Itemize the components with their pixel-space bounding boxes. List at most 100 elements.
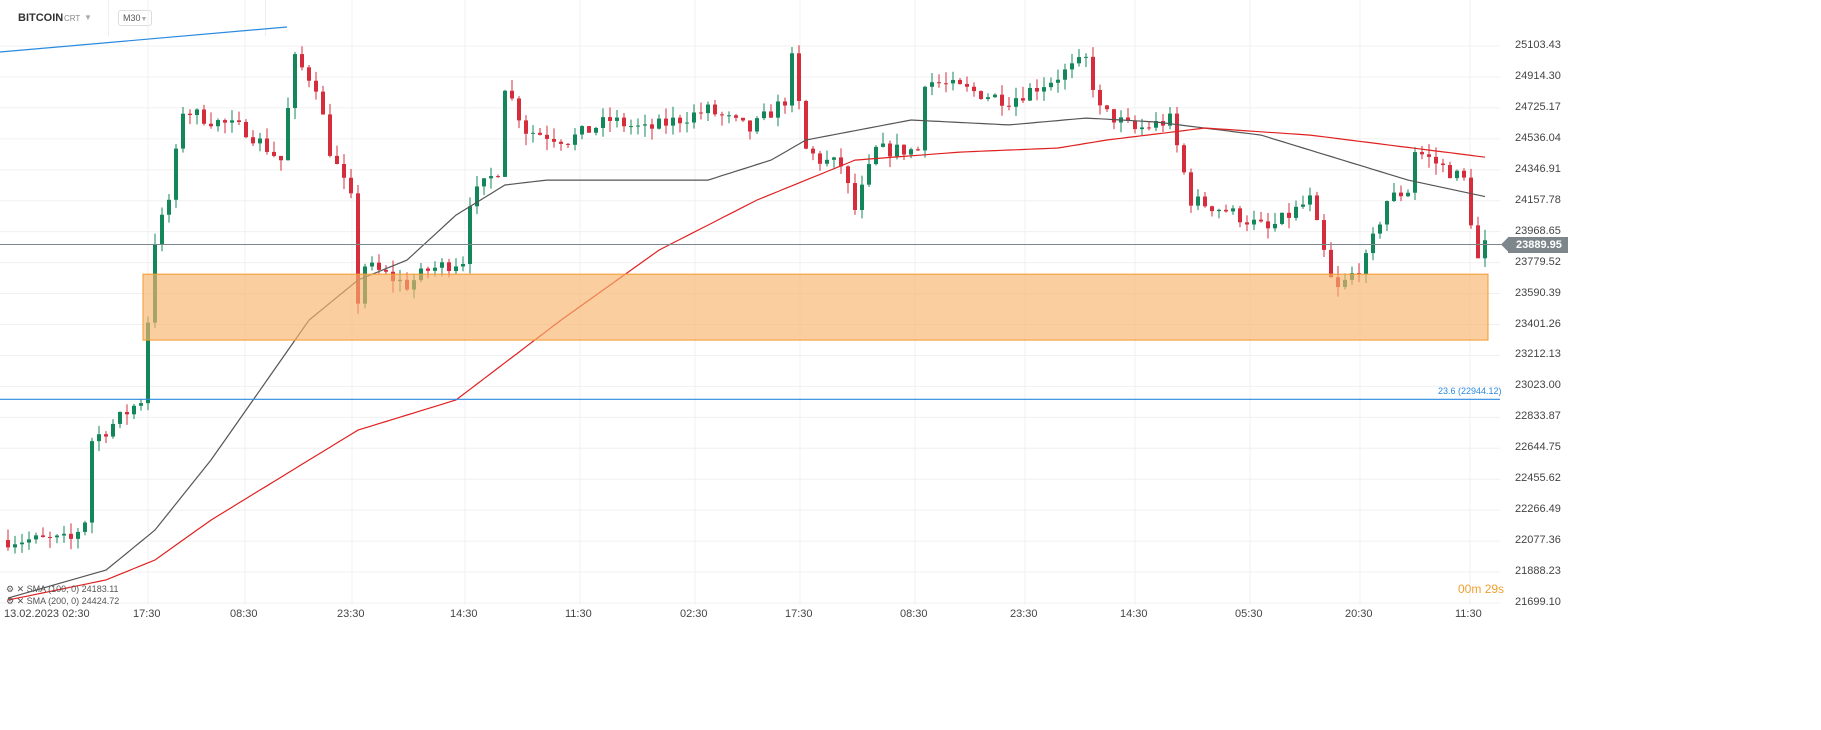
price-tick: 21888.23 bbox=[1515, 565, 1561, 578]
legend-sma100[interactable]: ⚙ ✕ SMA (100, 0) 24183.11 bbox=[6, 584, 119, 595]
candle-down bbox=[1189, 172, 1193, 206]
candle-down bbox=[356, 193, 360, 304]
candle-up bbox=[468, 206, 472, 264]
candle-down bbox=[1315, 195, 1319, 221]
price-tick: 23401.26 bbox=[1515, 317, 1561, 330]
candle-down bbox=[48, 536, 52, 538]
legend-sma200[interactable]: ⚙ ✕ SMA (200, 0) 24424.72 bbox=[6, 596, 119, 607]
candle-up bbox=[1364, 253, 1368, 275]
candle-down bbox=[1147, 127, 1151, 129]
candle-down bbox=[517, 98, 521, 121]
candle-down bbox=[237, 120, 241, 123]
support-zone bbox=[142, 273, 1489, 341]
timeframe-label: M30 bbox=[123, 13, 141, 23]
price-tick: 23779.52 bbox=[1515, 255, 1561, 268]
candle-down bbox=[979, 91, 983, 99]
candle-up bbox=[174, 148, 178, 200]
candle-up bbox=[1084, 56, 1088, 58]
candle-down bbox=[783, 101, 787, 106]
candle-up bbox=[776, 101, 780, 118]
candle-up bbox=[951, 79, 955, 84]
candle-up bbox=[706, 104, 710, 114]
candle-up bbox=[293, 54, 297, 109]
candle-up bbox=[1077, 57, 1081, 64]
sma200-line bbox=[7, 127, 1486, 601]
candle-down bbox=[853, 183, 857, 211]
price-tick: 24725.17 bbox=[1515, 100, 1561, 113]
candle-up bbox=[1252, 219, 1256, 225]
candle-down bbox=[559, 141, 563, 144]
candle-up bbox=[930, 82, 934, 87]
candle-down bbox=[622, 117, 626, 127]
candle-up bbox=[503, 90, 507, 177]
candle-up bbox=[1196, 196, 1200, 206]
candle-down bbox=[223, 120, 227, 123]
price-tick: 24346.91 bbox=[1515, 162, 1561, 175]
indicator-icon: ⚙ ✕ bbox=[6, 596, 27, 606]
candle-up bbox=[993, 94, 997, 98]
time-tick: 23:30 bbox=[1010, 608, 1038, 620]
current-price-tag: 23889.95 bbox=[1508, 236, 1568, 253]
timeframe-select[interactable]: M30▼ bbox=[118, 10, 153, 26]
time-tick: 08:30 bbox=[230, 608, 258, 620]
candle-down bbox=[1126, 117, 1130, 121]
candle-up bbox=[1056, 79, 1060, 83]
candle-up bbox=[146, 322, 150, 404]
indicator-icon: ⚙ ✕ bbox=[6, 584, 27, 594]
candle-down bbox=[937, 82, 941, 84]
fib-level-label: 23.6 (22944.12) bbox=[1438, 386, 1502, 397]
symbol-name[interactable]: BITCOIN bbox=[18, 12, 64, 24]
candle-up bbox=[489, 176, 493, 179]
instrument-type[interactable]: CRT bbox=[64, 14, 81, 23]
candle-down bbox=[496, 176, 500, 178]
time-tick: 13.02.2023 02:30 bbox=[4, 608, 90, 620]
candle-down bbox=[1175, 113, 1179, 146]
candle-down bbox=[1133, 120, 1137, 130]
candle-down bbox=[839, 157, 843, 167]
candle-up bbox=[216, 120, 220, 127]
price-tick: 23968.65 bbox=[1515, 224, 1561, 237]
price-tick: 22833.87 bbox=[1515, 410, 1561, 423]
candle-up bbox=[27, 539, 31, 543]
candle-down bbox=[6, 540, 10, 548]
candle-down bbox=[1105, 105, 1109, 110]
candle-up bbox=[433, 267, 437, 271]
candle-down bbox=[1035, 87, 1039, 92]
candle-down bbox=[426, 268, 430, 271]
candle-up bbox=[881, 143, 885, 147]
candle-up bbox=[825, 159, 829, 164]
chevron-down-icon[interactable]: ▼ bbox=[84, 13, 92, 22]
candle-up bbox=[615, 117, 619, 121]
candle-up bbox=[573, 134, 577, 145]
price-tick: 23023.00 bbox=[1515, 379, 1561, 392]
candle-down bbox=[1259, 219, 1263, 222]
candle-down bbox=[251, 137, 255, 144]
time-tick: 02:30 bbox=[680, 608, 708, 620]
candle-up bbox=[1014, 98, 1018, 107]
price-tick: 23590.39 bbox=[1515, 286, 1561, 299]
candle-down bbox=[1091, 56, 1095, 90]
candle-up bbox=[111, 423, 115, 437]
candle-up bbox=[629, 126, 633, 128]
candle-up bbox=[167, 199, 171, 215]
candle-down bbox=[958, 79, 962, 84]
divider bbox=[265, 0, 266, 36]
candle-down bbox=[678, 117, 682, 124]
divider bbox=[108, 0, 109, 36]
candle-up bbox=[755, 118, 759, 132]
candle-down bbox=[1476, 225, 1480, 259]
candle-down bbox=[377, 262, 381, 270]
price-tick: 24536.04 bbox=[1515, 131, 1561, 144]
candle-down bbox=[552, 138, 556, 142]
candle-down bbox=[300, 54, 304, 68]
candle-down bbox=[1329, 249, 1333, 278]
candle-up bbox=[1406, 192, 1410, 197]
candle-up bbox=[62, 533, 66, 536]
candle-up bbox=[580, 126, 584, 135]
candle-up bbox=[13, 544, 17, 548]
candle-up bbox=[160, 214, 164, 245]
candle-up bbox=[1455, 170, 1459, 179]
candle-up bbox=[867, 164, 871, 185]
candle-up bbox=[601, 117, 605, 128]
